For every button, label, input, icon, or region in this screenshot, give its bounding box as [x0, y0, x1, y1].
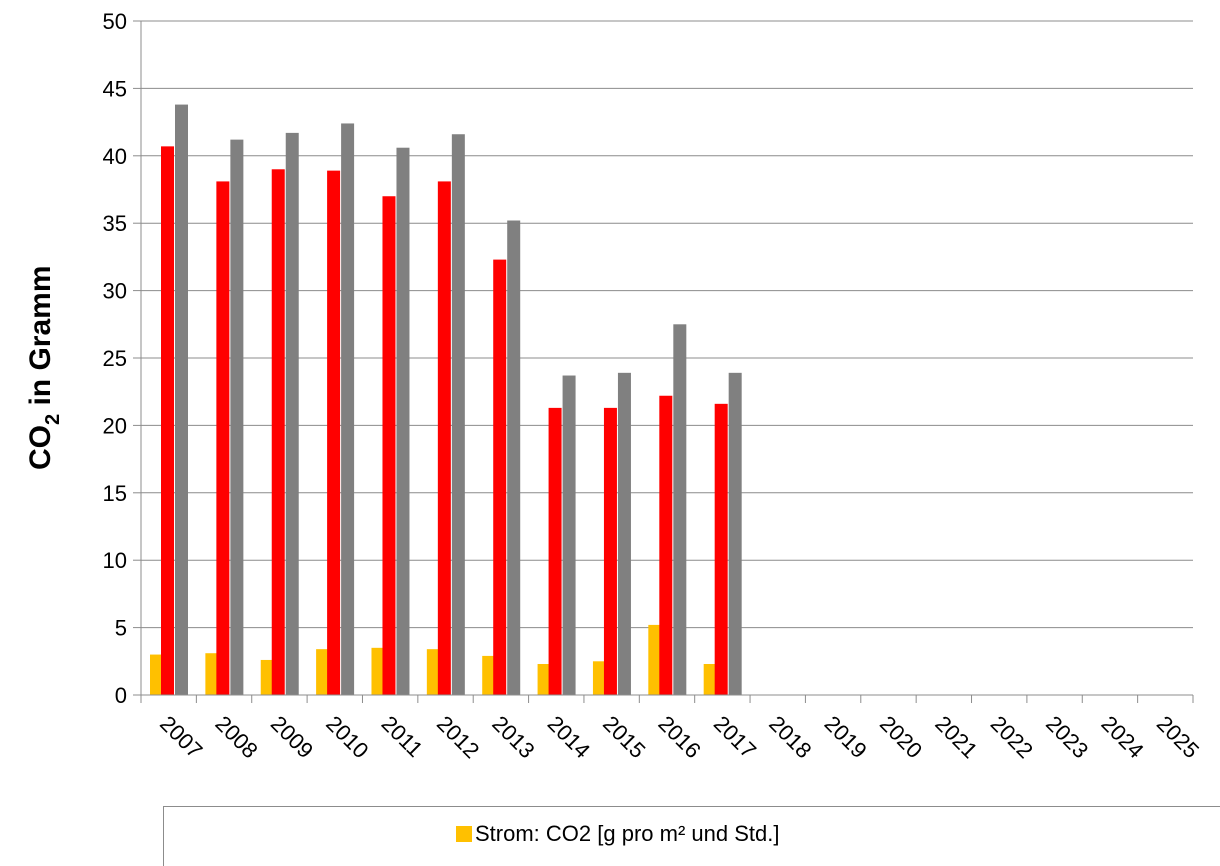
legend-label: Strom: CO2 [g pro m² und Std.]: [475, 821, 780, 846]
bar: [371, 647, 385, 695]
bar: [285, 132, 299, 695]
x-tick-label: 2024: [1096, 711, 1148, 763]
y-tick-label: 0: [115, 683, 127, 708]
bar: [603, 407, 617, 695]
bars: [150, 104, 742, 696]
bar: [175, 104, 188, 696]
y-axis-label-rest: in Gramm: [24, 266, 57, 414]
y-tick-label: 45: [103, 76, 127, 101]
x-tick-label: 2011: [377, 711, 428, 762]
y-tick-label: 15: [103, 481, 127, 506]
bar: [426, 649, 440, 695]
bar: [592, 661, 606, 695]
y-tick-labels: 0 5 10 15 20 25 30 35 40 45 50: [103, 9, 127, 708]
bar: [341, 123, 355, 695]
bar: [648, 624, 662, 695]
y-tick-label: 25: [103, 346, 127, 371]
bar: [673, 324, 687, 695]
bar: [271, 169, 285, 695]
bar: [659, 395, 673, 695]
bar: [714, 403, 728, 695]
bar: [396, 147, 410, 695]
y-tick-label: 40: [103, 144, 127, 169]
x-tick-label: 2021: [930, 711, 982, 763]
x-tick-label: 2016: [653, 711, 705, 763]
y-tick-label: 50: [103, 9, 127, 34]
x-tick-label: 2009: [266, 711, 318, 763]
x-tick-label: 2019: [820, 711, 872, 763]
x-tick-label: 2023: [1041, 711, 1093, 763]
x-tick-label: 2020: [875, 711, 927, 763]
y-tick-label: 10: [103, 548, 127, 573]
gridlines: [141, 20, 1193, 629]
bar: [728, 372, 742, 695]
bar: [507, 220, 521, 695]
x-tick-label: 2014: [543, 711, 595, 763]
axes: [133, 20, 1194, 703]
bar: [230, 139, 244, 695]
x-tick-labels: 2007 2008 2009 2010 2011 2012 2013 2014 2015 2016…: [155, 711, 1204, 763]
x-tick-label: 2008: [211, 711, 263, 763]
bar: [493, 259, 507, 695]
bar: [316, 649, 330, 695]
x-tick-label: 2010: [321, 711, 373, 763]
x-tick-label: 2012: [432, 711, 484, 763]
x-tick-label: 2015: [598, 711, 650, 763]
legend: Strom: CO2 [g pro m² und Std.]: [163, 806, 1220, 866]
bar: [562, 375, 576, 695]
bar: [537, 663, 551, 695]
y-tick-label: 35: [103, 211, 127, 236]
bar: [482, 655, 496, 695]
bar: [327, 170, 341, 696]
bar: [260, 659, 274, 695]
y-tick-label: 30: [103, 279, 127, 304]
bar: [150, 654, 163, 695]
x-tick-label: 2025: [1152, 711, 1204, 763]
y-axis-label-main: CO: [24, 425, 57, 470]
bar: [451, 134, 465, 695]
y-axis-label-subscript: 2: [42, 414, 64, 425]
bar: [617, 372, 631, 695]
bar: [437, 181, 451, 696]
y-axis-label: CO2 in Gramm: [24, 266, 64, 471]
y-tick-label: 20: [103, 413, 127, 438]
x-tick-label: 2013: [487, 711, 539, 763]
bar: [205, 653, 219, 695]
x-tick-label: 2018: [764, 711, 816, 763]
bar: [703, 663, 717, 695]
x-tick-label: 2017: [709, 711, 761, 763]
bar: [161, 146, 174, 695]
bar: [382, 196, 396, 696]
bar: [548, 407, 562, 695]
bar: [216, 181, 230, 696]
x-tick-label: 2022: [986, 711, 1038, 763]
legend-entry: Strom: CO2 [g pro m² und Std.]: [456, 821, 779, 847]
x-tick-label: 2007: [155, 711, 207, 763]
y-tick-label: 5: [115, 616, 127, 641]
legend-swatch: [456, 826, 472, 842]
